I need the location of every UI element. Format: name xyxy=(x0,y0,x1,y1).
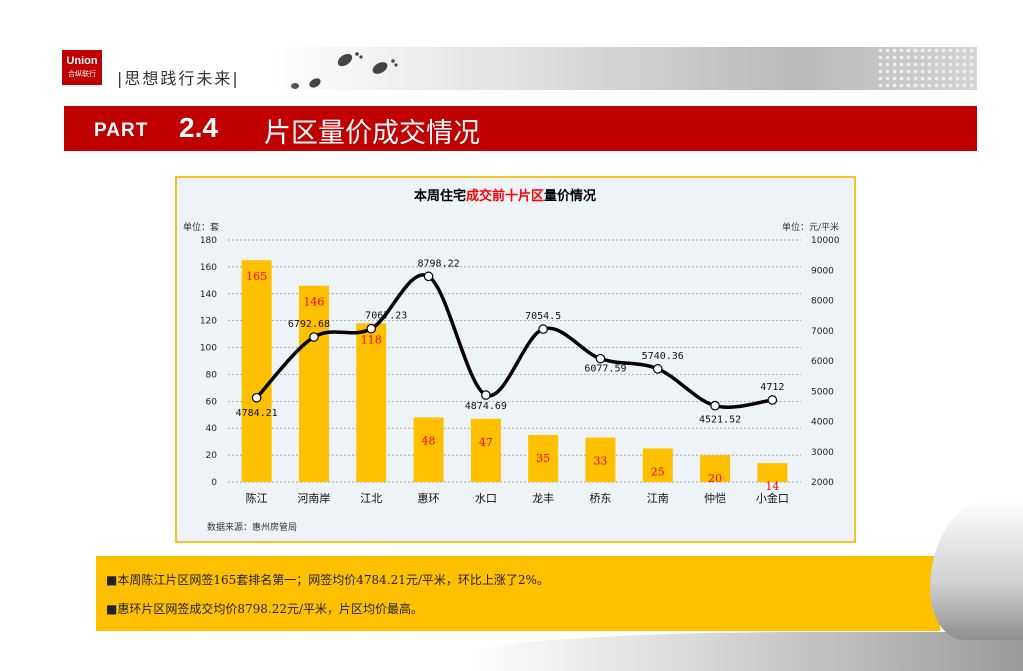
bar xyxy=(700,455,731,482)
chart-title-part: 成交前十片区 xyxy=(466,188,544,204)
summary-line-2: ■惠环片区网签成交均价8798.22元/平米，片区均价最高。 xyxy=(106,602,424,616)
price-value-label: 5740.36 xyxy=(642,351,684,362)
decorative-stone-right xyxy=(930,500,1023,640)
y-right-tick: 8000 xyxy=(811,297,834,307)
bar xyxy=(470,418,501,482)
price-value-label: 8798.22 xyxy=(417,258,459,269)
bar-value-label: 35 xyxy=(536,452,550,465)
summary-box: ■本周陈江片区网签165套排名第一；网签均价4784.21元/平米，环比上涨了2… xyxy=(96,556,940,631)
y-right-tick: 5000 xyxy=(811,387,834,397)
x-category-label: 江南 xyxy=(647,492,669,505)
price-point xyxy=(538,324,548,334)
bar-value-label: 14 xyxy=(765,480,779,493)
bar-value-label: 165 xyxy=(246,270,267,283)
y-left-tick: 20 xyxy=(206,451,218,461)
price-point xyxy=(481,390,491,400)
banner-part: PART xyxy=(94,120,149,141)
y-right-tick: 3000 xyxy=(811,448,834,458)
bar-value-label: 25 xyxy=(651,465,665,478)
price-point xyxy=(423,271,434,282)
x-category-label: 水口 xyxy=(475,492,497,505)
price-value-label: 7067.23 xyxy=(365,311,407,322)
logo-line1: Union xyxy=(66,55,98,67)
y-right-tick: 10000 xyxy=(811,236,840,246)
price-value-label: 4712 xyxy=(760,382,784,393)
price-point xyxy=(366,323,377,334)
bar xyxy=(356,323,387,482)
summary-line-1: ■本周陈江片区网签165套排名第一；网签均价4784.21元/平米，环比上涨了2… xyxy=(106,573,549,587)
price-value-label: 6792.68 xyxy=(288,319,330,330)
chart-title-part: 量价情况 xyxy=(544,188,596,204)
y-right-tick: 4000 xyxy=(811,418,834,428)
banner-number: 2.4 xyxy=(179,112,218,143)
data-source: 数据来源：惠州房管局 xyxy=(207,521,297,533)
banner-title: 片区量价成交情况 xyxy=(264,118,480,149)
bar-value-label: 48 xyxy=(422,434,436,447)
y-left-tick: 180 xyxy=(200,236,217,246)
right-axis-unit: 单位：元/平米 xyxy=(782,221,839,233)
y-left-tick: 80 xyxy=(206,370,218,380)
price-value-label: 4784.21 xyxy=(236,408,278,419)
y-right-tick: 2000 xyxy=(811,478,834,488)
price-line xyxy=(255,273,773,409)
x-category-label: 龙丰 xyxy=(532,492,554,505)
price-point xyxy=(652,364,663,374)
dot-pattern xyxy=(877,47,977,90)
y-left-tick: 120 xyxy=(200,317,217,327)
x-category-label: 惠环 xyxy=(418,491,440,505)
y-right-tick: 6000 xyxy=(811,357,834,367)
bar xyxy=(585,437,616,482)
logo-line2: 合纵联行 xyxy=(68,71,96,78)
bar xyxy=(757,463,788,482)
x-category-label: 小金口 xyxy=(756,491,789,505)
bar-value-label: 146 xyxy=(303,296,324,309)
y-right-tick: 9000 xyxy=(811,266,834,276)
bar xyxy=(528,434,559,482)
price-point xyxy=(309,332,319,342)
bar-value-label: 33 xyxy=(593,455,607,468)
x-category-label: 桥东 xyxy=(589,492,611,505)
price-point xyxy=(595,353,606,364)
price-value-label: 6077.59 xyxy=(584,364,626,375)
bar xyxy=(241,260,272,482)
x-category-label: 陈江 xyxy=(246,491,268,505)
price-value-label: 4874.69 xyxy=(465,401,507,412)
section-banner: PART 2.4 片区量价成交情况 xyxy=(64,106,977,151)
y-left-tick: 160 xyxy=(200,263,217,273)
header-bar xyxy=(270,47,977,90)
company-logo: Union 合纵联行 xyxy=(62,50,102,85)
x-category-label: 江北 xyxy=(360,492,382,505)
price-point xyxy=(251,392,262,403)
y-left-tick: 140 xyxy=(200,290,217,300)
footprints-icon xyxy=(291,52,398,89)
y-left-tick: 100 xyxy=(200,344,217,354)
y-left-tick: 0 xyxy=(211,478,217,488)
price-point xyxy=(710,400,720,411)
slogan: |思想践行未来| xyxy=(117,69,240,88)
x-category-label: 仲恺 xyxy=(704,491,726,505)
bar xyxy=(642,448,673,482)
bar xyxy=(298,285,329,482)
price-point xyxy=(767,395,778,405)
price-value-label: 4521.52 xyxy=(699,415,741,426)
chart-panel: 本周住宅成交前十片区量价情况单位：套 单位：元/平米 0 20 40 60 80 100 120… xyxy=(175,176,856,543)
bar xyxy=(413,417,444,482)
chart-title-part: 本周住宅 xyxy=(414,188,466,204)
x-category-label: 河南岸 xyxy=(297,492,330,505)
bar-value-label: 20 xyxy=(708,472,722,485)
y-right-tick: 7000 xyxy=(811,327,834,337)
bar-value-label: 47 xyxy=(479,436,493,449)
bar-value-label: 118 xyxy=(361,333,382,346)
price-value-label: 7054.5 xyxy=(525,311,561,322)
left-axis-unit: 单位：套 xyxy=(183,221,219,233)
y-left-tick: 40 xyxy=(206,424,218,434)
chart-title: 本周住宅成交前十片区量价情况 xyxy=(414,188,596,204)
y-left-tick: 60 xyxy=(206,397,218,407)
decorative-stone xyxy=(470,632,1023,671)
